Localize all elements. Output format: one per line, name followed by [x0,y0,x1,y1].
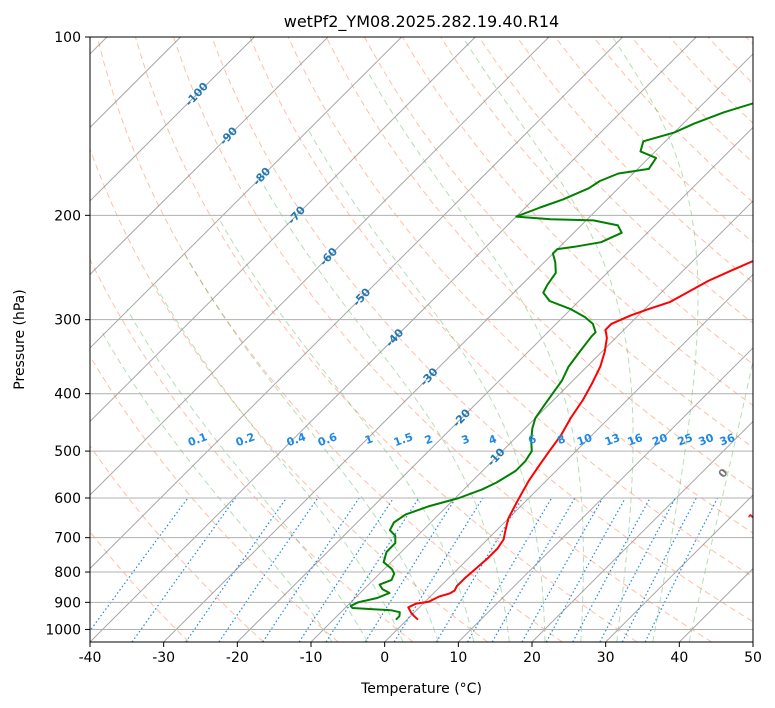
mixing-ratio-label: 0.6 [316,430,339,449]
y-tick-label: 500 [54,444,81,460]
x-tick-label: 10 [449,650,467,666]
mixing-ratio-label: 0.1 [186,430,209,449]
moist-adiabat-line [462,37,634,642]
mixing-ratio-label: 3 [460,432,472,447]
isotherm-line [605,494,753,642]
dry-adiabat-line [287,37,753,534]
mixing-ratio-line [262,497,360,642]
isotherm-line [90,37,550,496]
dry-adiabat-line [90,355,339,642]
mixing-ratio-label: 6 [526,432,538,447]
moist-adiabat-line [126,308,369,642]
mixing-ratio-line [621,497,697,642]
y-tick-label: 200 [54,208,81,224]
x-tick-label: 50 [744,650,762,666]
mixing-ratio-line [435,497,524,642]
mixing-ratio-line [364,497,457,642]
mixing-ratio-label: 36 [718,431,737,449]
chart-title: wetPf2_YM08.2025.282.19.40.R14 [284,12,559,32]
y-tick-label: 900 [54,595,81,611]
x-tick-label: 20 [523,650,541,666]
dewpoint-profile-line [349,102,753,621]
moist-adiabat-line [102,332,333,642]
x-tick-label: -20 [226,650,249,666]
y-tick-label: 600 [54,491,81,507]
mixing-ratio-label: 2 [423,432,435,447]
dry-adiabat-line [90,258,414,642]
mixing-ratio-label: 30 [697,431,716,449]
x-tick-label: 40 [670,650,688,666]
isotherm-line [90,37,476,423]
moist-adiabat-line [366,70,584,642]
isotherm-line [90,37,402,349]
isotherm-line [90,37,255,202]
y-tick-label: 300 [54,313,81,329]
moist-adiabat-label: 10 [745,504,765,524]
mixing-ratio-label: 10 [575,431,594,449]
moist-adiabat-line [258,176,510,642]
moist-adiabat-line [688,358,753,642]
temperature-profile-line [407,259,753,621]
isotherm-line [310,200,753,642]
y-tick-label: 400 [54,387,81,403]
dry-adiabat-line [134,37,638,642]
plot-frame [89,36,754,643]
mixing-ratio-label: 20 [650,431,669,449]
mixing-ratio-line [644,497,719,642]
x-tick-label: -30 [152,650,175,666]
moist-adiabat-line [183,253,439,642]
mixing-ratio-line [131,497,236,642]
mixing-ratio-label: 16 [626,431,645,449]
mixing-ratio-label: 25 [676,431,695,448]
isotherm-line [384,273,753,642]
mixing-ratio-label: 13 [603,431,622,448]
y-tick-label: 1000 [45,622,81,638]
moist-adiabat-line [612,37,699,642]
y-axis-label: Pressure (hPa) [12,289,28,389]
dry-adiabat-line [516,37,753,284]
mixing-ratio-label: 1 [363,432,375,447]
axes-layer: -40 -30 -20 -10 0 10 20 30 40 5010020030040050060… [45,30,762,666]
y-tick-label: 100 [54,30,81,46]
isotherm-line [90,37,623,570]
mixing-ratio-label: 1.5 [392,430,415,449]
mixing-ratio-label: 0.2 [234,430,257,449]
mixing-ratio-label: 4 [487,432,499,447]
moist-adiabat-line [153,282,404,642]
dry-adiabat-line [325,37,753,491]
isotherm-line [90,37,697,642]
mixing-ratio-line [90,497,189,632]
mixing-ratio-line [393,497,484,642]
isotherm-line [236,126,753,642]
x-tick-label: 0 [380,650,389,666]
isotherm-line [457,347,753,642]
x-tick-label: 30 [597,650,615,666]
dry-adiabat-line [96,37,563,642]
dry-adiabat-line [90,445,264,642]
y-tick-label: 800 [54,565,81,581]
dry-adiabat-line [249,37,753,578]
y-tick-label: 700 [54,531,81,547]
dry-adiabat-line [173,37,712,642]
dry-adiabat-line [211,37,753,623]
mixing-ratio-label: 8 [556,432,568,447]
isotherm-line [163,53,753,642]
x-tick-label: -10 [300,650,323,666]
x-axis-label: Temperature (°C) [360,681,482,697]
isotherm-line [90,37,329,276]
grid-layer [90,37,753,642]
mixing-ratio-line [572,497,651,642]
mixing-ratio-label: 0.4 [285,430,308,449]
isotherm-line [531,420,753,642]
mixing-ratio-line [599,497,676,642]
x-tick-label: -40 [79,650,102,666]
